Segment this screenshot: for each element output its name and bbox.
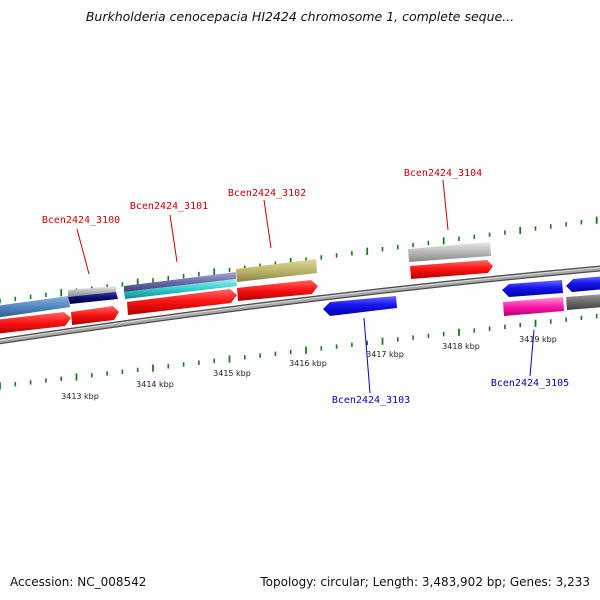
gene-label-text: Bcen2424_3103 (332, 395, 410, 406)
cds-forward-track[interactable] (0, 260, 493, 334)
cds-reverse-track[interactable] (323, 276, 600, 316)
feature-darkgrey[interactable] (566, 294, 600, 310)
gene-label-text: Bcen2424_3104 (404, 168, 482, 179)
cds-reverse-3105[interactable] (502, 280, 563, 297)
map-title: Burkholderia cenocepacia HI2424 chromoso… (85, 9, 515, 24)
feature-grey-3104[interactable] (408, 242, 491, 262)
tick-label-3418: 3418 kbp (442, 342, 480, 351)
tick-label-3417: 3417 kbp (366, 350, 404, 359)
tick-scale-lower (0, 314, 598, 390)
gene-label-3102[interactable]: Bcen2424_3102 (228, 188, 306, 249)
gene-label-3104[interactable]: Bcen2424_3104 (404, 168, 482, 231)
feature-grey[interactable] (68, 286, 116, 297)
cds-forward-3100[interactable] (71, 306, 119, 325)
tick-label-3414: 3414 kbp (136, 380, 174, 389)
gene-label-3100[interactable]: Bcen2424_3100 (42, 215, 120, 275)
kbp-labels: 3413 kbp 3414 kbp 3415 kbp 3416 kbp 3417… (61, 335, 557, 401)
gene-label-text: Bcen2424_3105 (491, 378, 569, 389)
tick-label-3415: 3415 kbp (213, 369, 251, 378)
gene-label-text: Bcen2424_3101 (130, 201, 208, 212)
feature-cyan[interactable] (124, 279, 237, 299)
backbone (0, 265, 600, 345)
gene-label-text: Bcen2424_3102 (228, 188, 306, 199)
feature-steelblue[interactable] (0, 296, 70, 318)
feature-purple[interactable] (124, 272, 236, 292)
tick-label-3419: 3419 kbp (519, 335, 557, 344)
cds-forward-3102[interactable] (237, 280, 318, 301)
accession-text: Accession: NC_008542 (10, 575, 147, 589)
summary-text: Topology: circular; Length: 3,483,902 bp… (260, 575, 590, 589)
cds-reverse-3103[interactable] (323, 296, 397, 316)
cds-reverse-right[interactable] (566, 276, 600, 292)
feature-pink[interactable] (503, 297, 564, 316)
cds-forward-3104[interactable] (410, 260, 493, 279)
cds-forward-3101[interactable] (127, 289, 237, 315)
tick-label-3413: 3413 kbp (61, 392, 99, 401)
gene-label-3101[interactable]: Bcen2424_3101 (130, 201, 208, 263)
gene-label-text: Bcen2424_3100 (42, 215, 120, 226)
feature-olive[interactable] (236, 259, 317, 282)
gene-label-3103[interactable]: Bcen2424_3103 (332, 317, 410, 406)
cds-forward-1[interactable] (0, 312, 71, 334)
feature-navy[interactable] (68, 292, 118, 304)
tick-label-3416: 3416 kbp (289, 359, 327, 368)
gene-label-3105[interactable]: Bcen2424_3105 (491, 329, 569, 389)
feature-track-upper[interactable] (0, 242, 491, 318)
